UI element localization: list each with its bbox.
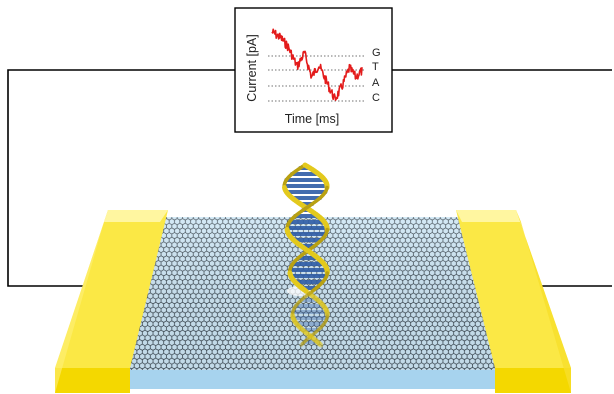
dna-backbone-strand-1 bbox=[310, 287, 317, 293]
dna-backbone-strand-2 bbox=[301, 340, 307, 346]
dna-backbone-strand-1 bbox=[298, 298, 304, 304]
dna-backbone-strand-2 bbox=[309, 332, 315, 338]
dna-backbone-strand-1 bbox=[302, 329, 309, 336]
dna-backbone-strand-1 bbox=[292, 304, 298, 310]
dna-backbone-strand-2 bbox=[323, 306, 329, 313]
dna-backbone-strand-2 bbox=[316, 326, 322, 332]
dna-backbone-strand-1 bbox=[314, 339, 322, 346]
dna-backbone-strand-1 bbox=[296, 299, 302, 305]
level-label-g: G bbox=[372, 47, 381, 59]
dna-backbone-strand-1 bbox=[309, 335, 317, 342]
dna-backbone-strand-1 bbox=[298, 326, 306, 333]
dna-backbone-strand-2 bbox=[311, 294, 319, 301]
dna-backbone-strand-2 bbox=[322, 305, 329, 312]
dna-backbone-strand-1 bbox=[293, 302, 299, 308]
right-electrode bbox=[456, 210, 571, 393]
dna-backbone-strand-2 bbox=[311, 331, 317, 337]
y-axis-label: Current [pA] bbox=[245, 34, 259, 101]
current-trace bbox=[271, 28, 363, 101]
dna-backbone-strand-2 bbox=[301, 287, 309, 294]
dna-backbone-strand-1 bbox=[305, 332, 313, 339]
dna-backbone-strand-2 bbox=[322, 320, 327, 326]
dna-backbone-strand-1 bbox=[311, 336, 319, 343]
dna-backbone-strand-2 bbox=[324, 317, 329, 323]
x-axis-label: Time [ms] bbox=[285, 112, 339, 126]
dna-backbone-strand-2 bbox=[318, 325, 324, 331]
level-label-t: T bbox=[372, 61, 379, 73]
level-label-c: C bbox=[372, 92, 380, 104]
dna-backbone-strand-2 bbox=[305, 335, 312, 341]
dna-backbone-strand-1 bbox=[291, 307, 296, 313]
dna-backbone-strand-1 bbox=[303, 293, 309, 299]
dna-backbone-strand-1 bbox=[291, 317, 298, 324]
level-label-a: A bbox=[372, 77, 380, 89]
dna-backbone-strand-1 bbox=[300, 327, 308, 334]
dna-backbone-strand-2 bbox=[320, 322, 326, 328]
current-time-inset: Current [pA] Time [ms] G T A C bbox=[234, 7, 393, 133]
dna-backbone-strand-2 bbox=[307, 334, 313, 340]
dna-backbone-strand-1 bbox=[303, 330, 311, 337]
dna-backbone-strand-2 bbox=[324, 316, 329, 322]
dna-backbone-strand-2 bbox=[319, 302, 327, 309]
dna-backbone-strand-1 bbox=[295, 323, 303, 330]
dna-backbone-strand-1 bbox=[299, 296, 305, 302]
dna-backbone-strand-2 bbox=[323, 308, 330, 315]
dna-backbone-strand-2 bbox=[302, 338, 308, 344]
dna-backbone-strand-2 bbox=[313, 296, 321, 303]
dna-backbone-strand-2 bbox=[319, 323, 325, 329]
dna-backbone-strand-1 bbox=[293, 320, 300, 327]
dna-double-helix bbox=[282, 162, 330, 348]
dna-backbone-strand-2 bbox=[299, 341, 305, 347]
dna-backbone-strand-2 bbox=[318, 300, 325, 307]
dna-backbone-strand-1 bbox=[297, 324, 304, 331]
dna-backbone-strand-1 bbox=[307, 333, 315, 340]
dna-backbone-strand-1 bbox=[290, 315, 297, 322]
dna-backbone-strand-1 bbox=[292, 318, 299, 325]
dna-backbone-strand-1 bbox=[301, 295, 307, 301]
dna-backbone-strand-1 bbox=[305, 292, 311, 298]
dna-backbone-strand-1 bbox=[295, 301, 301, 307]
dna-backbone-strand-2 bbox=[309, 293, 317, 300]
dna-backbone-strand-2 bbox=[315, 297, 322, 304]
dna-backbone-strand-2 bbox=[314, 328, 320, 334]
dna-backbone-strand-2 bbox=[321, 303, 328, 310]
dna-backbone-strand-2 bbox=[303, 288, 311, 295]
dna-backbone-strand-1 bbox=[313, 338, 320, 345]
dna-backbone-strand-2 bbox=[305, 290, 313, 297]
dna-backbone-strand-1 bbox=[306, 290, 313, 296]
dna-backbone-strand-2 bbox=[307, 291, 315, 298]
dna-backbone-strand-2 bbox=[304, 337, 310, 343]
dna-backbone-strand-1 bbox=[294, 321, 301, 328]
dna-backbone-strand-1 bbox=[308, 289, 315, 295]
left-electrode bbox=[55, 210, 168, 393]
dna-backbone-strand-2 bbox=[313, 329, 319, 335]
dna-backbone-strand-1 bbox=[316, 341, 324, 348]
dna-backbone-strand-1 bbox=[292, 305, 297, 311]
dna-backbone-strand-2 bbox=[323, 319, 328, 325]
dna-backbone-strand-2 bbox=[316, 299, 324, 306]
